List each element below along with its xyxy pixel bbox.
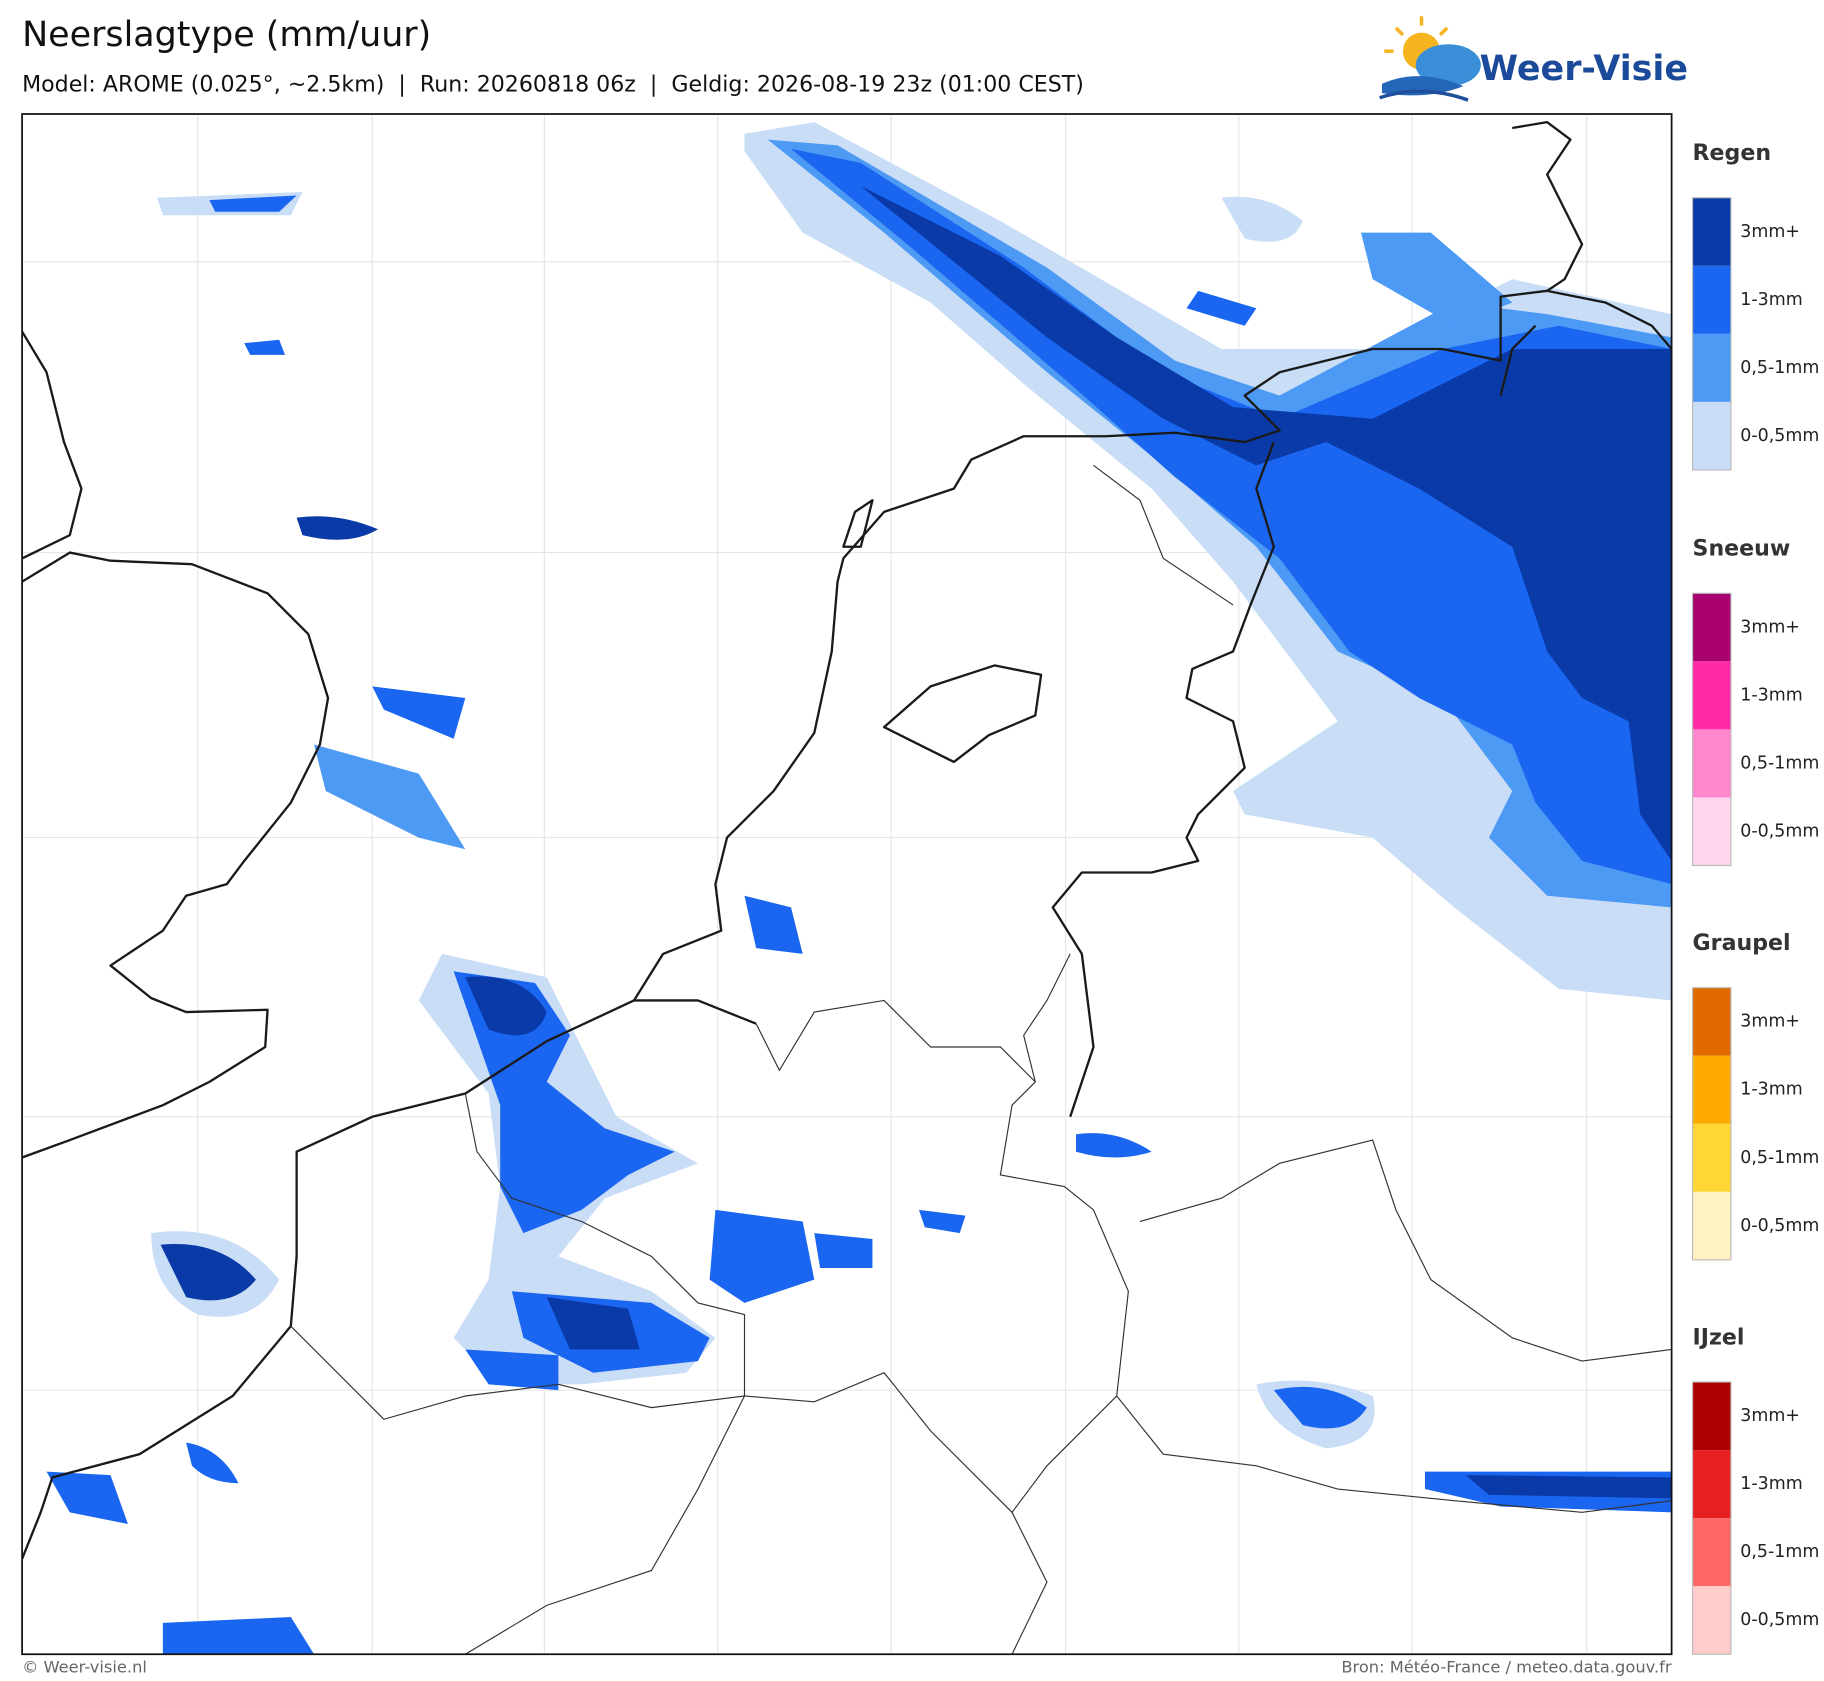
legend-swatch	[1692, 661, 1731, 730]
legend-swatch	[1692, 1450, 1731, 1519]
footer-credit: © Weer-visie.nl	[22, 1658, 147, 1677]
logo-cloud	[1415, 44, 1481, 87]
legend: Regen 3mm+ 1-3mm 0,5-1mm 0-0,5mm Sneeuw 3mm+ 1-…	[1691, 140, 1819, 1655]
legend-swatch	[1692, 593, 1731, 662]
legend-label: 3mm+	[1740, 1406, 1800, 1426]
legend-label: 0,5-1mm	[1740, 753, 1819, 773]
legend-swatch	[1692, 1518, 1731, 1587]
legend-swatch	[1692, 729, 1731, 798]
legend-label: 0-0,5mm	[1740, 426, 1819, 446]
legend-label: 3mm+	[1740, 617, 1800, 637]
legend-swatch	[1692, 197, 1731, 266]
legend-swatch-frame	[1691, 987, 1732, 1261]
borders	[290, 464, 1672, 1655]
legend-label: 1-3mm	[1740, 1474, 1802, 1494]
logo-wave	[1379, 89, 1469, 102]
legend-title: Graupel	[1693, 930, 1791, 956]
legend-label: 1-3mm	[1740, 1080, 1802, 1100]
footer-source: Bron: Météo-France / meteo.data.gouv.fr	[1341, 1658, 1672, 1677]
legend-swatch-frame	[1691, 1381, 1732, 1655]
legend-swatch	[1692, 797, 1731, 866]
legend-label: 3mm+	[1740, 1012, 1800, 1032]
legend-label: 0,5-1mm	[1740, 358, 1819, 378]
legend-swatch	[1692, 1586, 1731, 1655]
legend-label: 3mm+	[1740, 222, 1800, 242]
legend-label: 0,5-1mm	[1740, 1148, 1819, 1168]
legend-title: Regen	[1693, 140, 1772, 166]
legend-swatch	[1692, 1382, 1731, 1451]
legend-swatch	[1692, 1123, 1731, 1192]
subtitle: Model: AROME (0.025°, ~2.5km) | Run: 202…	[22, 71, 1084, 97]
legend-swatch	[1692, 401, 1731, 470]
legend-swatch-frame	[1691, 592, 1732, 867]
legend-label: 0-0,5mm	[1740, 821, 1819, 841]
logo: Weer-Visie	[1379, 16, 1688, 102]
logo-text: Weer-Visie	[1480, 49, 1688, 89]
legend-label: 0-0,5mm	[1740, 1216, 1819, 1236]
logo-rays	[1384, 16, 1449, 53]
logo-wave	[1381, 76, 1464, 96]
legend-title: IJzel	[1693, 1324, 1745, 1350]
legend-swatch	[1692, 987, 1731, 1056]
legend-label: 0-0,5mm	[1740, 1610, 1819, 1630]
legend-swatch	[1692, 1191, 1731, 1260]
legend-swatch	[1692, 333, 1731, 402]
title: Neerslagtype (mm/uur)	[22, 15, 431, 55]
coastlines	[22, 120, 1672, 1560]
legend-swatch	[1692, 265, 1731, 334]
legend-label: 0,5-1mm	[1740, 1542, 1819, 1562]
map	[22, 114, 1672, 1655]
legend-swatch	[1692, 1055, 1731, 1124]
legend-label: 1-3mm	[1740, 685, 1802, 705]
legend-swatch-frame	[1691, 197, 1732, 471]
legend-title: Sneeuw	[1693, 536, 1791, 562]
map-frame	[21, 113, 1673, 1656]
precipitation	[46, 122, 1672, 1655]
legend-label: 1-3mm	[1740, 290, 1802, 310]
